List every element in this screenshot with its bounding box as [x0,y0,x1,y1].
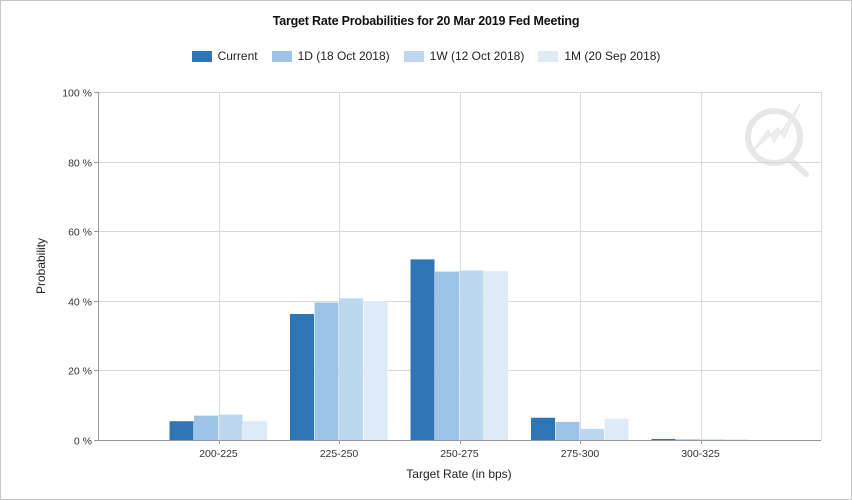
bar-225-250-series-0[interactable] [290,314,314,440]
bar-200-225-series-1[interactable] [194,415,218,440]
bar-200-225-series-2[interactable] [218,414,243,440]
bar-250-275-series-1[interactable] [435,271,459,440]
y-tick-label: 100 % [62,88,92,100]
bar-300-325-series-2[interactable] [700,439,725,440]
bar-275-300-series-3[interactable] [604,418,629,440]
bar-250-275-series-0[interactable] [410,259,435,440]
legend-label-1d: 1D (18 Oct 2018) [297,49,390,63]
legend-swatch-current [191,50,212,62]
legend-swatch-1w [403,50,424,62]
bar-275-300-series-1[interactable] [555,421,580,440]
bar-250-275-series-3[interactable] [484,271,508,440]
legend-item-1d[interactable]: 1D (18 Oct 2018) [271,49,390,63]
x-tick-label: 200-225 [199,448,238,460]
chart-title: Target Rate Probabilities for 20 Mar 201… [272,14,580,28]
bar-225-250-series-1[interactable] [314,302,339,440]
chart-legend: Current 1D (18 Oct 2018) 1W (12 Oct 2018… [0,49,852,63]
bar-300-325-series-3[interactable] [725,439,749,440]
bar-250-275-series-2[interactable] [459,270,484,440]
legend-label-1w: 1W (12 Oct 2018) [429,49,525,63]
legend-label-current: Current [217,49,258,63]
bars-layer [169,259,749,440]
bar-300-325-series-0[interactable] [651,438,676,440]
bar-225-250-series-3[interactable] [363,301,388,440]
legend-swatch-1m [538,50,559,62]
y-tick-label: 0 % [74,436,92,448]
legend-item-current[interactable]: Current [191,49,258,63]
x-tick-label: 225-250 [320,448,359,460]
x-tick-label: 275-300 [561,448,600,460]
x-tick-label: 300-325 [681,448,720,460]
y-axis-title: Probability [34,238,48,294]
legend-label-1m: 1M (20 Sep 2018) [564,49,661,63]
bar-300-325-series-1[interactable] [676,439,700,440]
legend-item-1w[interactable]: 1W (12 Oct 2018) [403,49,525,63]
y-tick-label: 80 % [68,158,92,170]
axis-layer: 0 % 20 % 40 % 60 % 80 % 100 % 200-225 225-250 25… [62,88,821,460]
legend-swatch-1d [271,50,292,62]
y-tick-label: 40 % [68,297,92,309]
legend-item-1m[interactable]: 1M (20 Sep 2018) [538,49,660,63]
bar-200-225-series-3[interactable] [243,421,267,440]
y-tick-label: 20 % [68,366,92,378]
bar-275-300-series-2[interactable] [580,428,604,440]
x-axis-title: Target Rate (in bps) [406,467,511,481]
bar-275-300-series-0[interactable] [531,417,555,440]
bar-225-250-series-2[interactable] [339,298,363,440]
bar-200-225-series-0[interactable] [169,421,194,440]
watermark-logo-icon [745,103,809,177]
y-tick-label: 60 % [68,227,92,239]
x-tick-label: 250-275 [440,448,479,460]
